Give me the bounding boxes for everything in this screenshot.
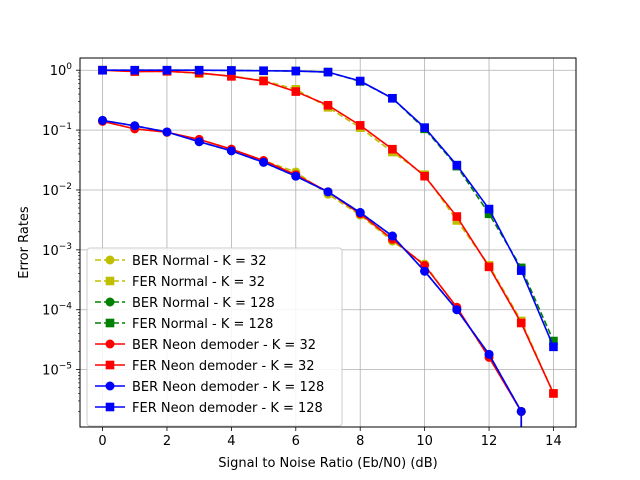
data-point [452, 212, 462, 221]
data-point [420, 266, 430, 276]
data-point [355, 208, 365, 218]
data-point [355, 121, 365, 130]
data-point [194, 65, 204, 75]
data-point [194, 137, 204, 147]
y-tick-label: 100 [50, 62, 73, 79]
axis-ticks: 0 2 4 6 8 10 12 14 100 10−1 10−2 10−3 10−4 10−5 [42, 62, 562, 449]
data-point [387, 231, 397, 241]
legend-swatch-marker [105, 339, 115, 349]
data-point [484, 209, 494, 219]
data-point [484, 349, 494, 359]
series-layer [98, 65, 558, 427]
legend-label: FER Normal - K = 32 [132, 275, 265, 290]
data-point [130, 65, 140, 75]
data-point [420, 171, 429, 181]
data-point [549, 389, 558, 398]
y-tick-label: 10−5 [42, 362, 72, 379]
data-point [227, 72, 236, 81]
data-point [323, 100, 333, 110]
data-point [259, 66, 268, 76]
data-point [323, 187, 333, 197]
legend-item: FER Neon demoder - K = 32 [95, 359, 315, 374]
legend: BER Normal - K = 32 FER Normal - K = 32 BE… [86, 247, 343, 427]
data-point [226, 146, 236, 156]
legend-label: FER Normal - K = 128 [132, 317, 273, 332]
y-tick-label: 10−1 [42, 122, 72, 139]
legend-swatch-marker [105, 402, 115, 412]
y-axis-label: Error Rates [17, 206, 32, 279]
data-point [259, 76, 268, 86]
legend-swatch-marker [105, 381, 115, 391]
data-point [452, 305, 462, 315]
series-clip-group [98, 65, 558, 427]
y-tick-label: 10−2 [42, 182, 72, 199]
series-8 [98, 65, 558, 352]
x-tick-label: 8 [356, 434, 364, 449]
legend-item: FER Normal - K = 128 [95, 317, 273, 332]
y-tick-label: 10−3 [42, 242, 72, 259]
data-point [98, 65, 107, 75]
data-point [516, 318, 526, 328]
x-tick-label: 6 [292, 434, 300, 449]
data-point [291, 87, 301, 96]
legend-item: FER Neon demoder - K = 128 [95, 401, 323, 416]
plot-frame [79, 57, 577, 428]
legend-swatch-marker [105, 360, 115, 370]
data-point [516, 266, 526, 275]
legend-item: BER Neon demoder - K = 32 [95, 338, 316, 353]
data-point [484, 262, 494, 272]
data-point [162, 127, 172, 137]
x-tick-label: 14 [545, 434, 562, 449]
legend-swatch-marker [105, 297, 115, 307]
legend-swatch-marker [105, 318, 115, 328]
data-point [291, 171, 301, 181]
data-point [291, 66, 301, 76]
legend-item: FER Normal - K = 32 [95, 275, 265, 290]
data-point [452, 160, 462, 170]
series-7 [98, 115, 526, 416]
data-point [355, 76, 365, 86]
data-point [388, 144, 397, 154]
legend-label: BER Neon demoder - K = 32 [132, 338, 316, 353]
series-line [102, 119, 522, 412]
y-tick-label: 10−4 [42, 302, 72, 319]
data-point [162, 65, 172, 75]
legend-label: FER Neon demoder - K = 32 [132, 359, 315, 374]
data-point [388, 93, 397, 103]
x-axis-label: Signal to Noise Ratio (Eb/N0) (dB) [218, 456, 437, 471]
legend-label: BER Normal - K = 128 [132, 296, 275, 311]
legend-label: FER Neon demoder - K = 128 [132, 401, 323, 416]
legend-item: BER Normal - K = 32 [95, 254, 267, 269]
data-point [549, 336, 558, 346]
data-point [130, 121, 140, 131]
legend-label: BER Normal - K = 32 [132, 254, 267, 269]
legend-box [86, 247, 343, 427]
data-point [323, 67, 333, 77]
data-point [98, 115, 108, 125]
data-point [259, 157, 269, 167]
x-tick-label: 10 [416, 434, 433, 449]
x-tick-label: 4 [227, 434, 235, 449]
x-tick-label: 2 [163, 434, 171, 449]
x-tick-label: 12 [481, 434, 498, 449]
data-point [227, 66, 236, 75]
legend-label: BER Neon demoder - K = 128 [132, 380, 324, 395]
legend-swatch-marker [105, 255, 115, 265]
data-point [420, 123, 429, 132]
legend-swatch-marker [105, 276, 115, 286]
x-tick-label: 0 [98, 434, 106, 449]
legend-item: BER Neon demoder - K = 128 [95, 380, 324, 395]
legend-item: BER Normal - K = 128 [95, 296, 275, 311]
data-point [549, 342, 558, 352]
data-point [484, 204, 494, 214]
